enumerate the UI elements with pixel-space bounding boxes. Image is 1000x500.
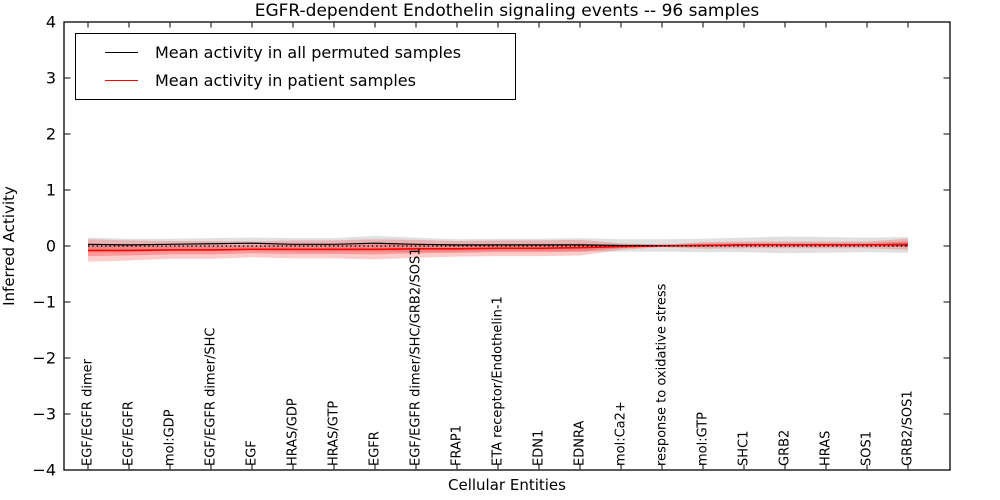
chart-title: EGFR-dependent Endothelin signaling even… (254, 1, 760, 21)
x-tick-label: mol:GDP (163, 409, 178, 466)
patient-line-swatch (105, 80, 138, 81)
x-tick-label: EGF/EGFR (122, 401, 137, 466)
y-tick-label: −4 (32, 461, 56, 480)
x-tick-labels: EGF/EGFR dimer EGF/EGFR mol:GDP EGF/EGFR di… (81, 248, 916, 467)
x-tick-label: SHC1 (737, 431, 752, 466)
x-tick-label: SOS1 (860, 431, 875, 466)
y-tick-label: 0 (46, 237, 56, 256)
axis-ticks (64, 21, 950, 471)
y-tick-label: 2 (46, 125, 56, 144)
x-tick-label: FRAP1 (450, 425, 465, 466)
x-tick-label: EGFR (368, 431, 383, 466)
y-tick-labels: 4 3 2 1 0 −1 −2 −3 −4 (32, 13, 56, 480)
permuted-line-swatch (105, 52, 138, 53)
legend-label-patient: Mean activity in patient samples (155, 71, 416, 90)
y-tick-label: −2 (32, 349, 56, 368)
x-tick-label: mol:GTP (696, 412, 711, 466)
y-tick-label: −3 (32, 405, 56, 424)
legend-label-permuted: Mean activity in all permuted samples (155, 43, 462, 62)
x-tick-label: ETA receptor/Endothelin-1 (491, 296, 506, 466)
x-tick-label: EGF (245, 440, 260, 466)
y-axis-label: Inferred Activity (0, 186, 18, 306)
x-tick-label: response to oxidative stress (655, 283, 670, 466)
axes-frame (63, 21, 951, 471)
x-tick-label: EGF/EGFR dimer/SHC (204, 328, 219, 466)
x-tick-label: HRAS/GTP (327, 401, 342, 466)
x-tick-label: EDNRA (573, 421, 588, 466)
x-tick-label: GRB2 (778, 430, 793, 466)
legend-item-patient: Mean activity in patient samples (105, 71, 515, 90)
x-tick-label: EDN1 (532, 430, 547, 466)
legend: Mean activity in all permuted samples Me… (75, 33, 516, 100)
y-tick-label: −1 (32, 293, 56, 312)
x-axis-label: Cellular Entities (448, 476, 566, 494)
x-tick-label: mol:Ca2+ (614, 401, 629, 466)
x-tick-label: EGF/EGFR dimer/SHC/GRB2/SOS1 (409, 248, 424, 467)
patient-mean-line (88, 243, 909, 252)
y-tick-label: 4 (46, 13, 56, 32)
y-tick-label: 3 (46, 69, 56, 88)
axes (63, 21, 951, 471)
y-tick-label: 1 (46, 181, 56, 200)
x-tick-label: HRAS/GDP (286, 398, 301, 466)
x-tick-label: HRAS (819, 431, 834, 466)
mean-lines (87, 242, 909, 252)
x-tick-label: EGF/EGFR dimer (81, 358, 96, 466)
x-tick-label: GRB2/SOS1 (901, 390, 916, 466)
legend-item-permuted: Mean activity in all permuted samples (105, 43, 515, 62)
